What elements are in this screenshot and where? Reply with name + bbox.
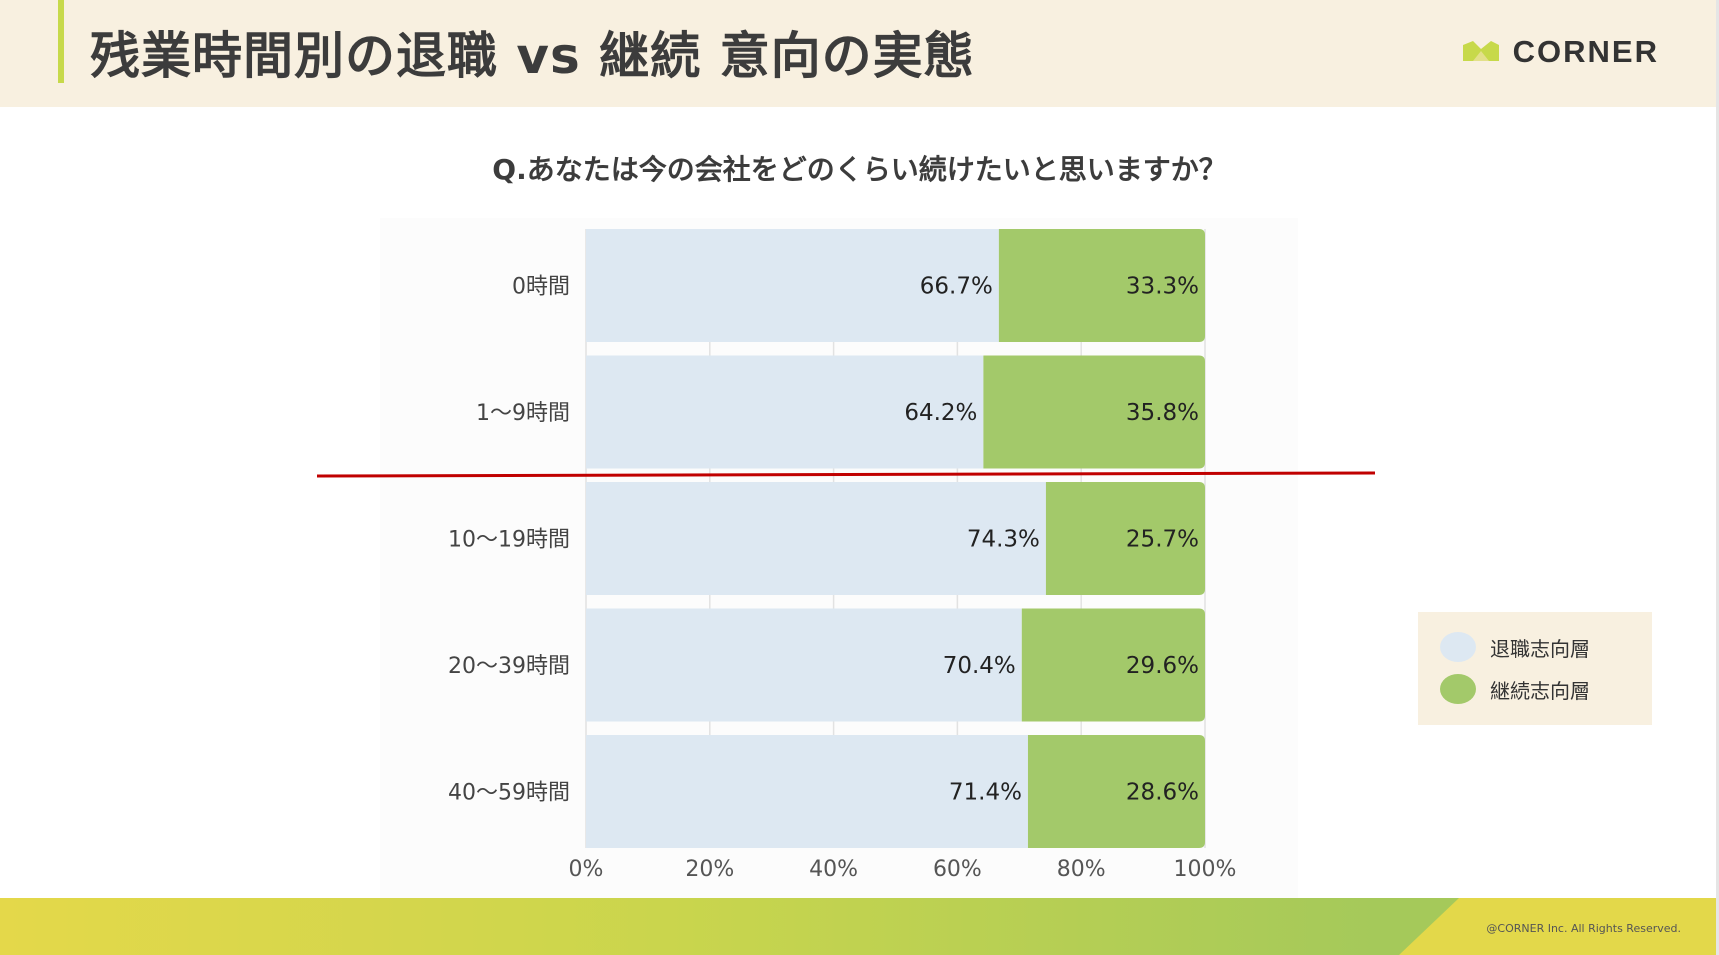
data-label-retire: 74.3%: [967, 527, 1040, 553]
bar-segment-retire: [586, 355, 984, 469]
divider-line: [316, 471, 1376, 478]
bar-segment-retire: [586, 229, 999, 342]
legend-item-retire: 退職志向層: [1440, 632, 1590, 662]
header-band: 残業時間別の退職 vs 継続 意向の実態 CORNER: [0, 0, 1719, 107]
x-tick-label: 80%: [1057, 857, 1106, 882]
title-accent-bar: [58, 0, 64, 83]
data-label-retire: 70.4%: [943, 653, 1016, 679]
corner-logo-icon: [1462, 41, 1499, 61]
y-category-label: 10〜19時間: [448, 528, 570, 553]
x-tick-label: 20%: [685, 857, 734, 882]
y-category-label: 1〜9時間: [476, 401, 570, 426]
bar-segment-continue: [983, 355, 1205, 469]
data-label-continue: 35.8%: [1126, 400, 1199, 426]
bar-segment-continue: [998, 229, 1205, 342]
data-label-retire: 64.2%: [904, 400, 977, 426]
survey-question: Q.あなたは今の会社をどのくらい続けたいと思いますか？: [492, 153, 1227, 186]
footer-corner-shape: [1399, 898, 1719, 955]
right-edge-divider: [1716, 0, 1719, 955]
corner-logo: CORNER: [1461, 34, 1659, 70]
y-category-label: 20〜39時間: [448, 654, 570, 679]
x-tick-label: 0%: [569, 857, 604, 882]
bar-segment-retire: [586, 735, 1028, 848]
data-label-retire: 66.7%: [920, 274, 993, 300]
bar-segment-retire: [586, 482, 1046, 595]
legend-label-retire: 退職志向層: [1490, 636, 1590, 661]
data-label-continue: 29.6%: [1126, 653, 1199, 679]
legend-item-continue: 継続志向層: [1440, 674, 1590, 704]
y-category-label: 40〜59時間: [448, 781, 570, 806]
data-label-continue: 28.6%: [1126, 780, 1199, 806]
footer-band: [0, 898, 1719, 955]
data-label-continue: 25.7%: [1126, 527, 1199, 553]
legend-swatch-continue: [1440, 674, 1476, 704]
y-category-label: 0時間: [512, 275, 570, 300]
copyright: @CORNER Inc. All Rights Reserved.: [1486, 922, 1681, 935]
page-title: 残業時間別の退職 vs 継続 意向の実態: [90, 27, 975, 85]
brand-name: CORNER: [1512, 34, 1659, 69]
bar-segment-continue: [1021, 608, 1205, 722]
data-label-continue: 33.3%: [1126, 274, 1199, 300]
bar-segment-retire: [586, 608, 1022, 722]
bar-segment-continue: [1045, 482, 1205, 595]
legend-label-continue: 継続志向層: [1490, 678, 1590, 703]
bar-segment-continue: [1027, 735, 1205, 848]
x-tick-label: 100%: [1174, 857, 1237, 882]
x-tick-label: 60%: [933, 857, 982, 882]
data-label-retire: 71.4%: [949, 780, 1022, 806]
legend-swatch-retire: [1440, 632, 1476, 662]
x-tick-label: 40%: [809, 857, 858, 882]
chart-legend: 退職志向層 継続志向層: [1418, 612, 1652, 725]
